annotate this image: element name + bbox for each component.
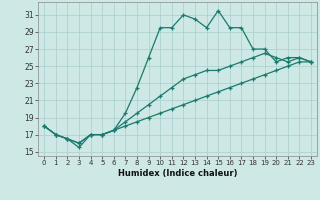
X-axis label: Humidex (Indice chaleur): Humidex (Indice chaleur) [118,169,237,178]
